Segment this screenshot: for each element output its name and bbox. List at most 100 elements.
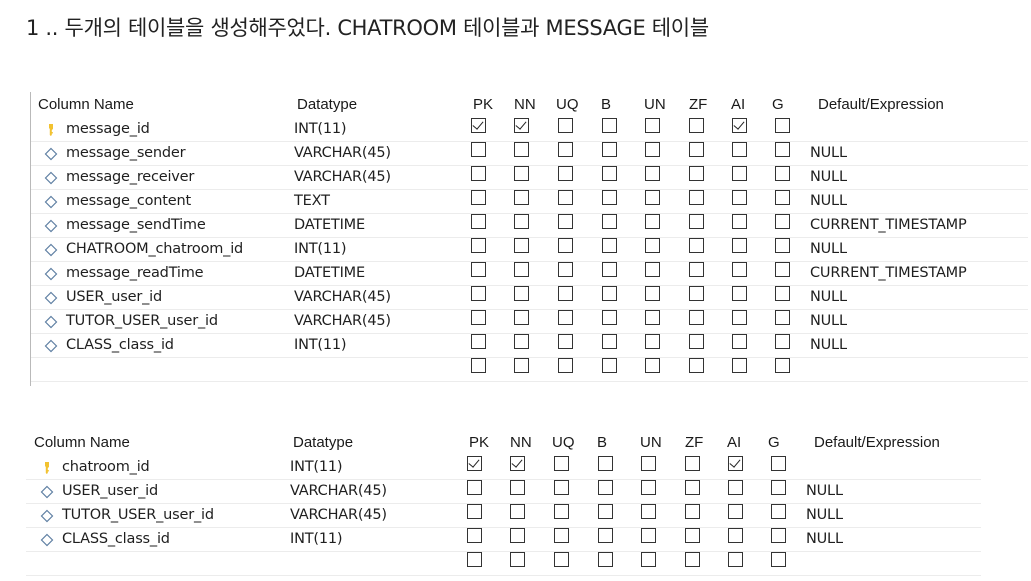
table-row[interactable]: message_id INT(11): [30, 118, 1028, 142]
ai-checkbox[interactable]: [732, 262, 747, 277]
uq-checkbox[interactable]: [558, 286, 573, 301]
ai-checkbox[interactable]: [732, 190, 747, 205]
default-expression-cell[interactable]: NULL: [806, 483, 843, 499]
default-expression-cell[interactable]: CURRENT_TIMESTAMP: [810, 217, 967, 233]
un-checkbox[interactable]: [645, 286, 660, 301]
pk-checkbox[interactable]: [467, 456, 482, 471]
g-checkbox[interactable]: [775, 286, 790, 301]
ai-checkbox[interactable]: [728, 480, 743, 495]
default-expression-cell[interactable]: NULL: [810, 241, 847, 257]
ai-checkbox[interactable]: [732, 334, 747, 349]
b-checkbox[interactable]: [602, 214, 617, 229]
b-checkbox[interactable]: [602, 334, 617, 349]
un-checkbox[interactable]: [645, 310, 660, 325]
nn-checkbox[interactable]: [514, 358, 529, 373]
default-expression-cell[interactable]: NULL: [810, 193, 847, 209]
datatype-cell[interactable]: VARCHAR(45): [294, 169, 391, 185]
zf-checkbox[interactable]: [689, 238, 704, 253]
datatype-cell[interactable]: TEXT: [294, 193, 330, 209]
b-checkbox[interactable]: [602, 238, 617, 253]
b-checkbox[interactable]: [602, 190, 617, 205]
column-name-cell[interactable]: CLASS_class_id: [66, 337, 174, 353]
column-name-cell[interactable]: message_id: [66, 121, 150, 137]
g-checkbox[interactable]: [771, 456, 786, 471]
zf-checkbox[interactable]: [689, 142, 704, 157]
g-checkbox[interactable]: [775, 262, 790, 277]
g-checkbox[interactable]: [775, 310, 790, 325]
column-name-cell[interactable]: message_content: [66, 193, 191, 209]
g-checkbox[interactable]: [771, 504, 786, 519]
g-checkbox[interactable]: [771, 552, 786, 567]
ai-checkbox[interactable]: [732, 166, 747, 181]
b-checkbox[interactable]: [598, 528, 613, 543]
default-expression-cell[interactable]: NULL: [806, 507, 843, 523]
default-expression-cell[interactable]: NULL: [810, 313, 847, 329]
column-header[interactable]: UQ: [556, 96, 579, 113]
datatype-cell[interactable]: INT(11): [290, 459, 343, 475]
zf-checkbox[interactable]: [689, 166, 704, 181]
un-checkbox[interactable]: [645, 358, 660, 373]
b-checkbox[interactable]: [602, 286, 617, 301]
b-checkbox[interactable]: [598, 456, 613, 471]
pk-checkbox[interactable]: [467, 528, 482, 543]
g-checkbox[interactable]: [775, 118, 790, 133]
uq-checkbox[interactable]: [558, 334, 573, 349]
zf-checkbox[interactable]: [689, 358, 704, 373]
ai-checkbox[interactable]: [728, 552, 743, 567]
column-header[interactable]: UQ: [552, 434, 575, 451]
column-name-cell[interactable]: TUTOR_USER_user_id: [66, 313, 218, 329]
uq-checkbox[interactable]: [554, 504, 569, 519]
zf-checkbox[interactable]: [689, 310, 704, 325]
ai-checkbox[interactable]: [728, 504, 743, 519]
uq-checkbox[interactable]: [558, 214, 573, 229]
pk-checkbox[interactable]: [471, 142, 486, 157]
pk-checkbox[interactable]: [471, 166, 486, 181]
un-checkbox[interactable]: [645, 190, 660, 205]
column-header[interactable]: B: [597, 434, 608, 451]
default-expression-cell[interactable]: NULL: [810, 169, 847, 185]
g-checkbox[interactable]: [775, 238, 790, 253]
column-name-cell[interactable]: CHATROOM_chatroom_id: [66, 241, 244, 257]
column-name-cell[interactable]: message_sender: [66, 145, 186, 161]
zf-checkbox[interactable]: [689, 214, 704, 229]
uq-checkbox[interactable]: [558, 310, 573, 325]
table-row[interactable]: CHATROOM_chatroom_id INT(11) NULL: [30, 238, 1028, 262]
uq-checkbox[interactable]: [554, 480, 569, 495]
un-checkbox[interactable]: [645, 214, 660, 229]
pk-checkbox[interactable]: [471, 334, 486, 349]
ai-checkbox[interactable]: [732, 286, 747, 301]
pk-checkbox[interactable]: [471, 214, 486, 229]
un-checkbox[interactable]: [645, 166, 660, 181]
g-checkbox[interactable]: [775, 334, 790, 349]
g-checkbox[interactable]: [775, 358, 790, 373]
default-expression-cell[interactable]: NULL: [810, 145, 847, 161]
uq-checkbox[interactable]: [554, 552, 569, 567]
default-expression-cell[interactable]: NULL: [810, 337, 847, 353]
un-checkbox[interactable]: [641, 504, 656, 519]
datatype-cell[interactable]: VARCHAR(45): [290, 507, 387, 523]
column-header[interactable]: Datatype: [293, 434, 354, 451]
ai-checkbox[interactable]: [728, 456, 743, 471]
datatype-cell[interactable]: VARCHAR(45): [294, 145, 391, 161]
pk-checkbox[interactable]: [471, 262, 486, 277]
ai-checkbox[interactable]: [732, 214, 747, 229]
nn-checkbox[interactable]: [514, 166, 529, 181]
zf-checkbox[interactable]: [685, 480, 700, 495]
uq-checkbox[interactable]: [558, 166, 573, 181]
ai-checkbox[interactable]: [732, 358, 747, 373]
column-header[interactable]: PK: [469, 434, 490, 451]
un-checkbox[interactable]: [641, 480, 656, 495]
column-name-cell[interactable]: TUTOR_USER_user_id: [62, 507, 214, 523]
nn-checkbox[interactable]: [514, 214, 529, 229]
table-row[interactable]: CLASS_class_id INT(11) NULL: [26, 528, 981, 552]
column-name-cell[interactable]: message_readTime: [66, 265, 204, 281]
datatype-cell[interactable]: DATETIME: [294, 217, 365, 233]
pk-checkbox[interactable]: [471, 190, 486, 205]
table-row[interactable]: message_readTime DATETIME CURRENT_TIMESTAM…: [30, 262, 1028, 286]
b-checkbox[interactable]: [602, 310, 617, 325]
un-checkbox[interactable]: [645, 262, 660, 277]
b-checkbox[interactable]: [598, 504, 613, 519]
table-row[interactable]: TUTOR_USER_user_id VARCHAR(45) NULL: [26, 504, 981, 528]
ai-checkbox[interactable]: [728, 528, 743, 543]
zf-checkbox[interactable]: [689, 118, 704, 133]
